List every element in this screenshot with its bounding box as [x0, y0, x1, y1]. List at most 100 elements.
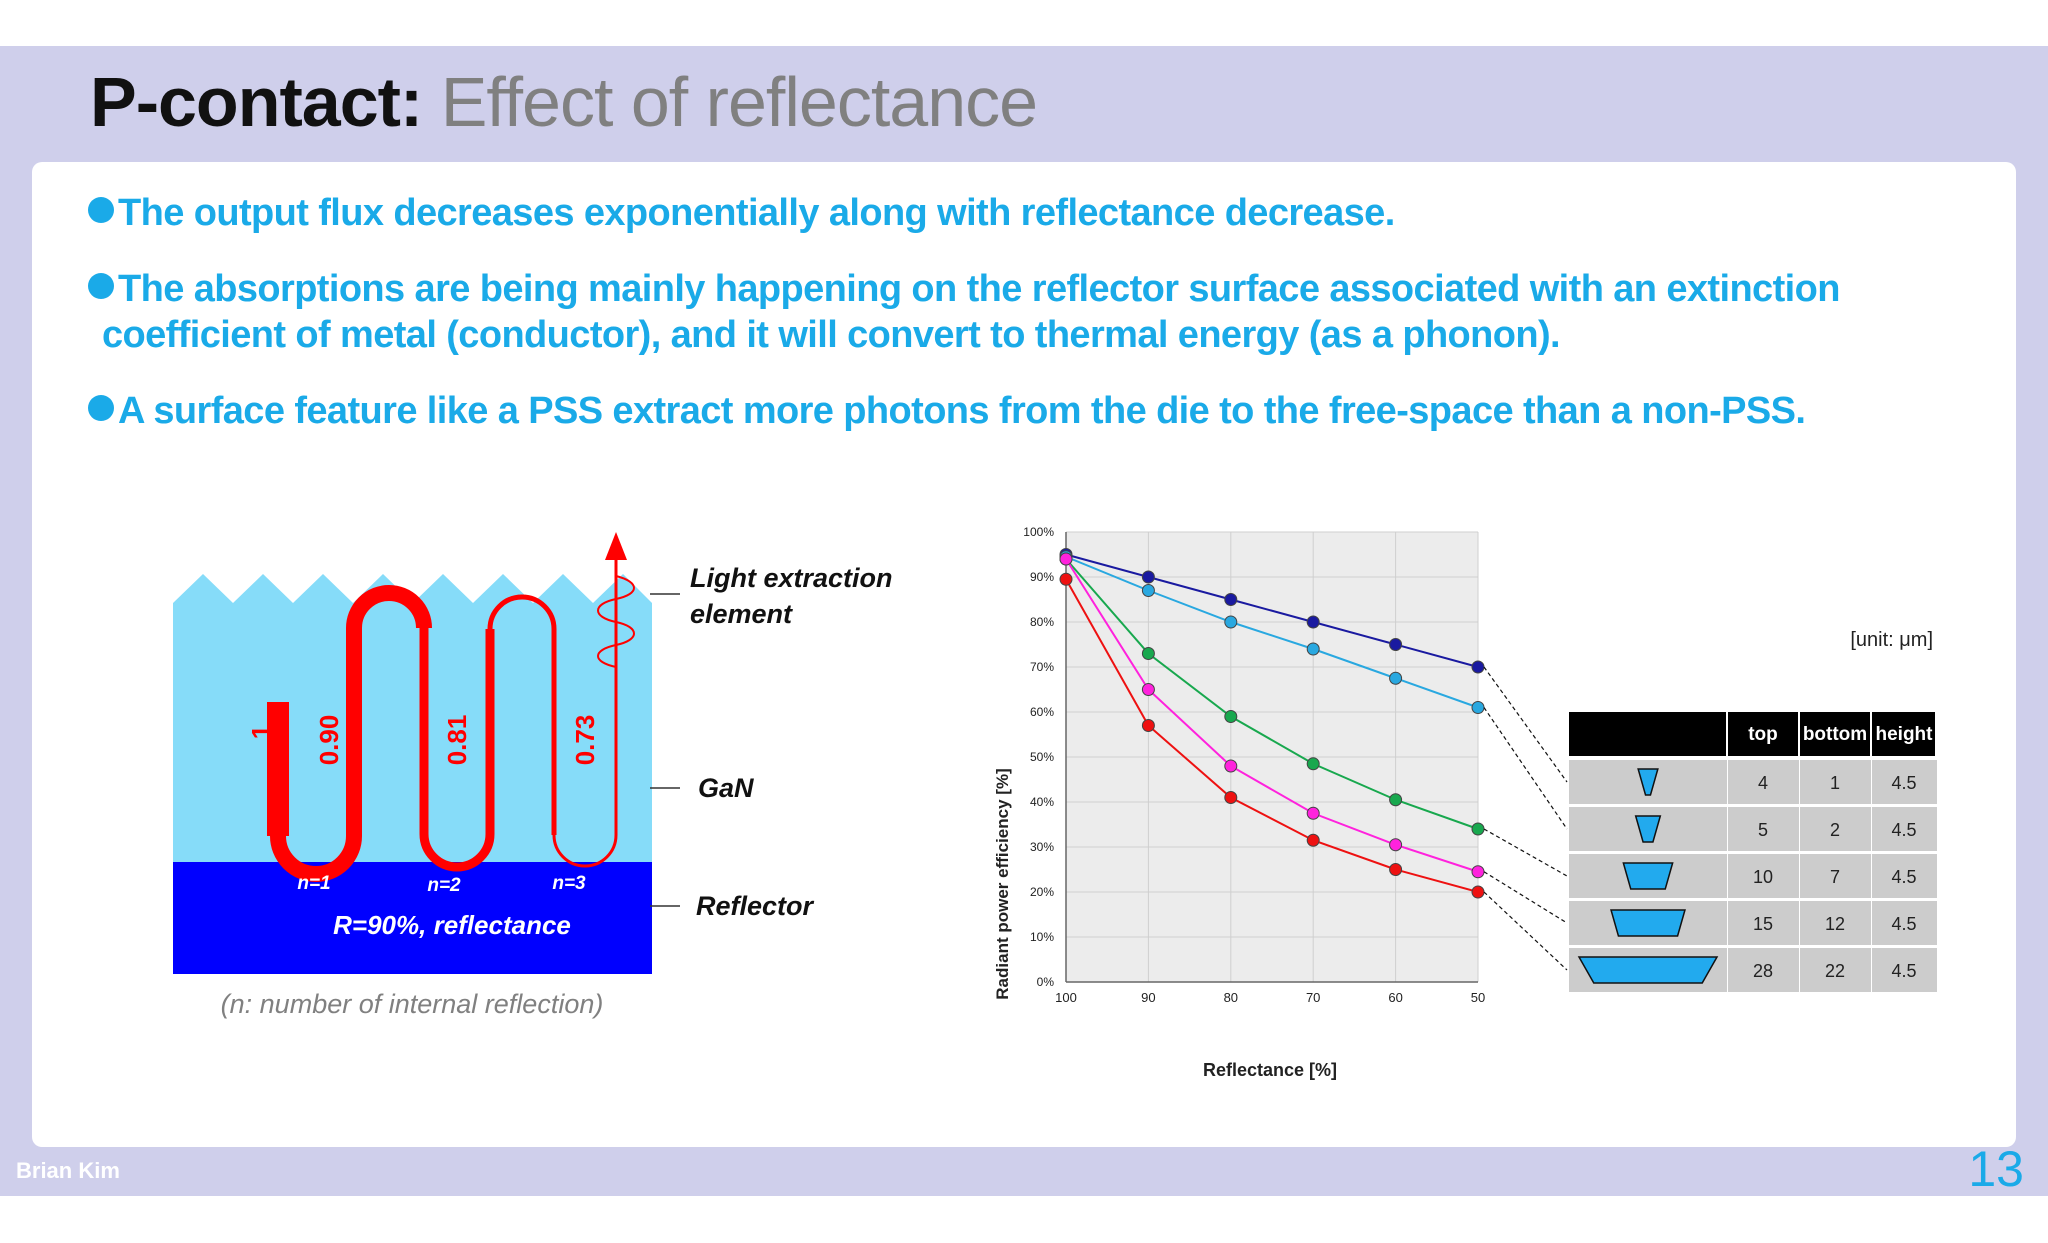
table-cell-bottom: 2	[1830, 820, 1840, 840]
table-header-cell: height	[1876, 724, 1934, 745]
chart-x-tick-label: 100	[1055, 990, 1077, 1005]
table-cell-height: 4.5	[1891, 867, 1916, 887]
chart-x-tick-label: 50	[1471, 990, 1485, 1005]
table-cell-bg	[1728, 901, 1799, 945]
chart-point	[1141, 719, 1155, 732]
table-unit-label: [unit: μm]	[1850, 629, 1933, 651]
table-cell-top: 5	[1758, 820, 1768, 840]
footer-author: Brian Kim	[16, 1158, 120, 1183]
chart-leader-line	[1483, 666, 1568, 783]
chart-point	[1389, 671, 1403, 685]
table-cell-bg	[1800, 807, 1871, 851]
chart-point	[1389, 838, 1403, 852]
reflection-label-2: n=2	[427, 875, 461, 896]
chart-series-line-3	[1065, 558, 1479, 830]
chart-point	[1306, 833, 1320, 847]
efficiency-chart: 100 90 80 70 60 50 0% 10% 20% 30% 40% 50% 60% 70% 80% 9…	[993, 525, 1568, 1080]
pss-shape-icon	[1634, 815, 1662, 843]
bullet-dot-icon	[88, 197, 114, 223]
chart-point	[1059, 572, 1073, 586]
table-cell-top: 28	[1753, 961, 1773, 981]
chart-x-tick-label: 70	[1306, 990, 1320, 1005]
bullet-1-text: The output flux decreases exponentially …	[118, 192, 1395, 234]
pss-dimension-table: [unit: μm] top bottom height 4 1 4.5 5 2 4.5 10 7 4…	[1569, 629, 1937, 992]
chart-y-tick-label: 50%	[1030, 750, 1054, 764]
table-cell-height: 4.5	[1891, 773, 1916, 793]
chart-y-tick-label: 90%	[1030, 570, 1054, 584]
chart-point	[1059, 552, 1073, 566]
table-cell-bottom: 7	[1830, 867, 1840, 887]
gan-layer	[173, 574, 652, 862]
chart-leader-line	[1483, 871, 1568, 924]
label-gan: GaN	[698, 773, 754, 803]
table-cell-top: 15	[1753, 914, 1773, 934]
table-cell-bg	[1872, 948, 1937, 992]
chart-y-tick-label: 0%	[1037, 975, 1055, 989]
table-cell-height: 4.5	[1891, 820, 1916, 840]
pss-shape-icon	[1622, 862, 1674, 890]
table-header-row	[1569, 712, 1935, 756]
bullet-2: The absorptions are being mainly happeni…	[88, 266, 1840, 358]
chart-point	[1224, 759, 1238, 773]
pss-shape-icon	[1637, 768, 1659, 796]
table-cell-bg	[1872, 807, 1937, 851]
table-cell-height: 4.5	[1891, 961, 1916, 981]
pss-shape-icon	[1610, 909, 1686, 937]
page-number: 13	[1968, 1141, 2024, 1197]
chart-point	[1389, 793, 1403, 807]
ray-segment-3	[419, 628, 495, 872]
title-rest: Effect of reflectance	[440, 63, 1038, 141]
intensity-label-4: 0.73	[570, 715, 600, 766]
content-panel: The output flux decreases exponentially …	[32, 162, 2016, 1147]
page-title: P-contact: Effect of reflectance	[90, 60, 1038, 144]
ray-segment-4	[487, 594, 557, 835]
chart-point	[1389, 638, 1403, 651]
chart-series-line-5	[1065, 578, 1479, 893]
chart-point	[1224, 615, 1238, 629]
chart-y-tick-label: 70%	[1030, 660, 1054, 674]
chart-y-tick-label: 40%	[1030, 795, 1054, 809]
table-cell-bottom: 12	[1825, 914, 1845, 934]
intensity-label-1: 1	[246, 725, 276, 739]
wave-icon	[597, 575, 635, 668]
chart-point	[1306, 757, 1320, 771]
bullet-dot-icon	[88, 273, 114, 299]
chart-point	[1224, 710, 1238, 723]
table-cell-top: 4	[1758, 773, 1768, 793]
chart-point	[1224, 593, 1238, 606]
table-cell-bottom: 22	[1825, 961, 1845, 981]
table-cell-bg	[1872, 760, 1937, 804]
chart-y-axis-title: Radiant power efficiency [%]	[993, 768, 1012, 999]
bullet-3-text: A surface feature like a PSS extract mor…	[118, 390, 1806, 432]
label-reflector: Reflector	[696, 891, 815, 921]
table-cell-bg	[1728, 807, 1799, 851]
table-cell-bg	[1800, 901, 1871, 945]
table-header-cell: top	[1748, 724, 1778, 745]
chart-leader-line	[1483, 707, 1568, 830]
bullet-dot-icon	[88, 395, 114, 421]
title-bold: P-contact:	[90, 63, 423, 141]
chart-point	[1141, 584, 1155, 597]
table-cell-height: 4.5	[1891, 914, 1916, 934]
internal-reflection-diagram: 1 0.90 0.81 0.73 n=1 n=2 n=3 R=90%, refl…	[173, 532, 893, 1019]
table-cell-bg	[1800, 948, 1871, 992]
table-cell-bg	[1872, 854, 1937, 898]
chart-x-tick-label: 60	[1388, 990, 1402, 1005]
slide-background: P-contact: Effect of reflectance The out…	[0, 46, 2048, 1197]
chart-leader-line	[1483, 891, 1568, 971]
table-cell-bg	[1872, 901, 1937, 945]
chart-point	[1141, 647, 1155, 660]
label-light-extraction: Light extraction	[690, 563, 893, 593]
chart-y-tick-label: 100%	[1023, 525, 1054, 539]
bullet-2-text-cont: coefficient of metal (conductor), and it…	[102, 314, 1561, 356]
table-cell-bg	[1728, 760, 1799, 804]
chart-series-line-2	[1065, 555, 1479, 709]
chart-point	[1306, 806, 1320, 820]
chart-y-tick-label: 80%	[1030, 615, 1054, 629]
intensity-label-2: 0.90	[314, 715, 344, 766]
chart-y-tick-label: 20%	[1030, 885, 1054, 899]
chart-point	[1389, 863, 1403, 876]
chart-series-line-4	[1065, 558, 1479, 873]
diagram-caption: (n: number of internal reflection)	[221, 989, 604, 1019]
chart-point	[1306, 615, 1320, 629]
